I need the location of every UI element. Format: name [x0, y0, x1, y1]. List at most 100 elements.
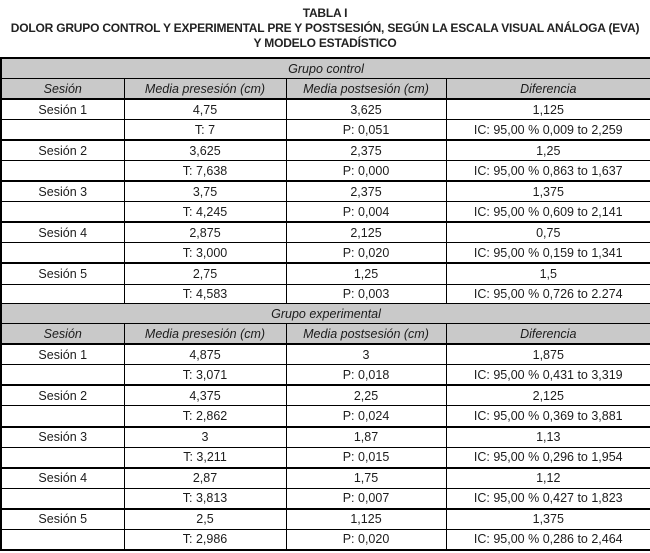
cell-session: Sesión 2	[0, 384, 125, 407]
cell-session	[0, 160, 125, 182]
cell-diff: 1,375	[445, 507, 650, 530]
table-row: Sesión 3 3 1,87 1,13	[0, 425, 650, 448]
cell-session	[0, 405, 125, 428]
cell-session: Sesión 1	[0, 343, 125, 366]
column-header-2: Media postsesión (cm)	[285, 323, 447, 346]
cell-post: P: 0,018	[285, 364, 447, 386]
cell-diff: 1,25	[445, 139, 650, 162]
table-row: Sesión 4 2,87 1,75 1,12	[0, 466, 650, 489]
table-row: Sesión 2 3,625 2,375 1,25	[0, 139, 650, 162]
cell-session: Sesión 3	[0, 180, 125, 203]
cell-post: P: 0,020	[285, 528, 447, 551]
cell-post: 3,625	[285, 98, 447, 121]
title-line-sub: Y MODELO ESTADÍSTICO	[253, 36, 397, 50]
column-header-row-0: Sesión Media presesión (cm) Media postsesi…	[0, 78, 650, 101]
table-row: Sesión 4 2,875 2,125 0,75	[0, 221, 650, 244]
cell-pre: T: 3,211	[123, 446, 287, 469]
column-header-3: Diferencia	[445, 78, 650, 101]
cell-diff: IC: 95,00 % 0,427 to 1,823	[445, 487, 650, 510]
table-row: Sesión 2 4,375 2,25 2,125	[0, 384, 650, 407]
cell-post: P: 0,004	[285, 201, 447, 223]
table-row: T: 7 P: 0,051 IC: 95,00 % 0,009 to 2,259	[0, 119, 650, 141]
column-header-row-1: Sesión Media presesión (cm) Media postsesi…	[0, 323, 650, 346]
group-band-label: Grupo experimental	[0, 303, 650, 325]
table-row: Sesión 5 2,75 1,25 1,5	[0, 262, 650, 285]
cell-post: 3	[285, 343, 447, 366]
cell-pre: T: 2,862	[123, 405, 287, 428]
table-row: Sesión 1 4,75 3,625 1,125	[0, 98, 650, 121]
cell-diff: IC: 95,00 % 0,726 to 2.274	[445, 283, 650, 305]
cell-session	[0, 487, 125, 510]
cell-diff: IC: 95,00 % 0,009 to 2,259	[445, 119, 650, 141]
cell-pre: T: 3,000	[123, 242, 287, 264]
column-header-1: Media presesión (cm)	[123, 323, 287, 346]
cell-session	[0, 201, 125, 223]
title-line-tabla: TABLA I	[302, 6, 348, 20]
cell-post: P: 0,020	[285, 242, 447, 264]
table-row: T: 7,638 P: 0,000 IC: 95,00 % 0,863 to 1,6…	[0, 160, 650, 182]
cell-pre: 4,75	[123, 98, 287, 121]
column-header-0: Sesión	[0, 323, 125, 346]
cell-pre: 3	[123, 425, 287, 448]
cell-pre: 2,5	[123, 507, 287, 530]
cell-pre: 3,75	[123, 180, 287, 203]
cell-session: Sesión 5	[0, 507, 125, 530]
cell-diff: 1,13	[445, 425, 650, 448]
cell-pre: 2,875	[123, 221, 287, 244]
cell-diff: 0,75	[445, 221, 650, 244]
cell-post: P: 0,024	[285, 405, 447, 428]
table-row: T: 4,245 P: 0,004 IC: 95,00 % 0,609 to 2,1…	[0, 201, 650, 223]
cell-session	[0, 446, 125, 469]
cell-post: P: 0,015	[285, 446, 447, 469]
cell-pre: T: 7,638	[123, 160, 287, 182]
cell-post: P: 0,000	[285, 160, 447, 182]
cell-session	[0, 364, 125, 386]
title-line-main: DOLOR GRUPO CONTROL Y EXPERIMENTAL PRE Y…	[10, 21, 640, 35]
cell-post: 2,375	[285, 180, 447, 203]
cell-diff: 1,375	[445, 180, 650, 203]
cell-pre: T: 4,583	[123, 283, 287, 305]
cell-post: 2,125	[285, 221, 447, 244]
cell-diff: IC: 95,00 % 0,863 to 1,637	[445, 160, 650, 182]
results-table: Grupo control Sesión Media presesión (cm) M…	[0, 57, 650, 551]
cell-diff: IC: 95,00 % 0,159 to 1,341	[445, 242, 650, 264]
cell-pre: 4,375	[123, 384, 287, 407]
cell-diff: 1,875	[445, 343, 650, 366]
results-table-body: Grupo control Sesión Media presesión (cm) M…	[0, 57, 650, 551]
table-row: T: 3,000 P: 0,020 IC: 95,00 % 0,159 to 1,3…	[0, 242, 650, 264]
table-row: Sesión 3 3,75 2,375 1,375	[0, 180, 650, 203]
cell-session	[0, 119, 125, 141]
cell-diff: IC: 95,00 % 0,609 to 2,141	[445, 201, 650, 223]
table-row: T: 3,813 P: 0,007 IC: 95,00 % 0,427 to 1,8…	[0, 487, 650, 510]
cell-diff: IC: 95,00 % 0,369 to 3,881	[445, 405, 650, 428]
table-row: T: 3,071 P: 0,018 IC: 95,00 % 0,431 to 3,3…	[0, 364, 650, 386]
table-row: T: 2,862 P: 0,024 IC: 95,00 % 0,369 to 3,8…	[0, 405, 650, 428]
table-title: TABLA I DOLOR GRUPO CONTROL Y EXPERIMENT…	[0, 0, 650, 51]
cell-diff: 2,125	[445, 384, 650, 407]
table-row: T: 4,583 P: 0,003 IC: 95,00 % 0,726 to 2.2…	[0, 283, 650, 305]
column-header-0: Sesión	[0, 78, 125, 101]
table-row: T: 3,211 P: 0,015 IC: 95,00 % 0,296 to 1,9…	[0, 446, 650, 469]
table-row: Sesión 5 2,5 1,125 1,375	[0, 507, 650, 530]
cell-diff: 1,125	[445, 98, 650, 121]
group-band-label: Grupo control	[0, 57, 650, 80]
cell-post: 2,375	[285, 139, 447, 162]
cell-session	[0, 528, 125, 551]
cell-session: Sesión 2	[0, 139, 125, 162]
cell-session	[0, 242, 125, 264]
cell-post: 1,25	[285, 262, 447, 285]
group-band-row-0: Grupo control	[0, 57, 650, 80]
cell-post: 1,87	[285, 425, 447, 448]
cell-diff: IC: 95,00 % 0,286 to 2,464	[445, 528, 650, 551]
cell-pre: T: 3,071	[123, 364, 287, 386]
cell-diff: 1,12	[445, 466, 650, 489]
cell-session: Sesión 4	[0, 221, 125, 244]
cell-pre: 2,75	[123, 262, 287, 285]
cell-pre: 4,875	[123, 343, 287, 366]
column-header-1: Media presesión (cm)	[123, 78, 287, 101]
cell-session	[0, 283, 125, 305]
cell-post: P: 0,007	[285, 487, 447, 510]
cell-post: 1,75	[285, 466, 447, 489]
table-row: T: 2,986 P: 0,020 IC: 95,00 % 0,286 to 2,4…	[0, 528, 650, 551]
cell-pre: 2,87	[123, 466, 287, 489]
